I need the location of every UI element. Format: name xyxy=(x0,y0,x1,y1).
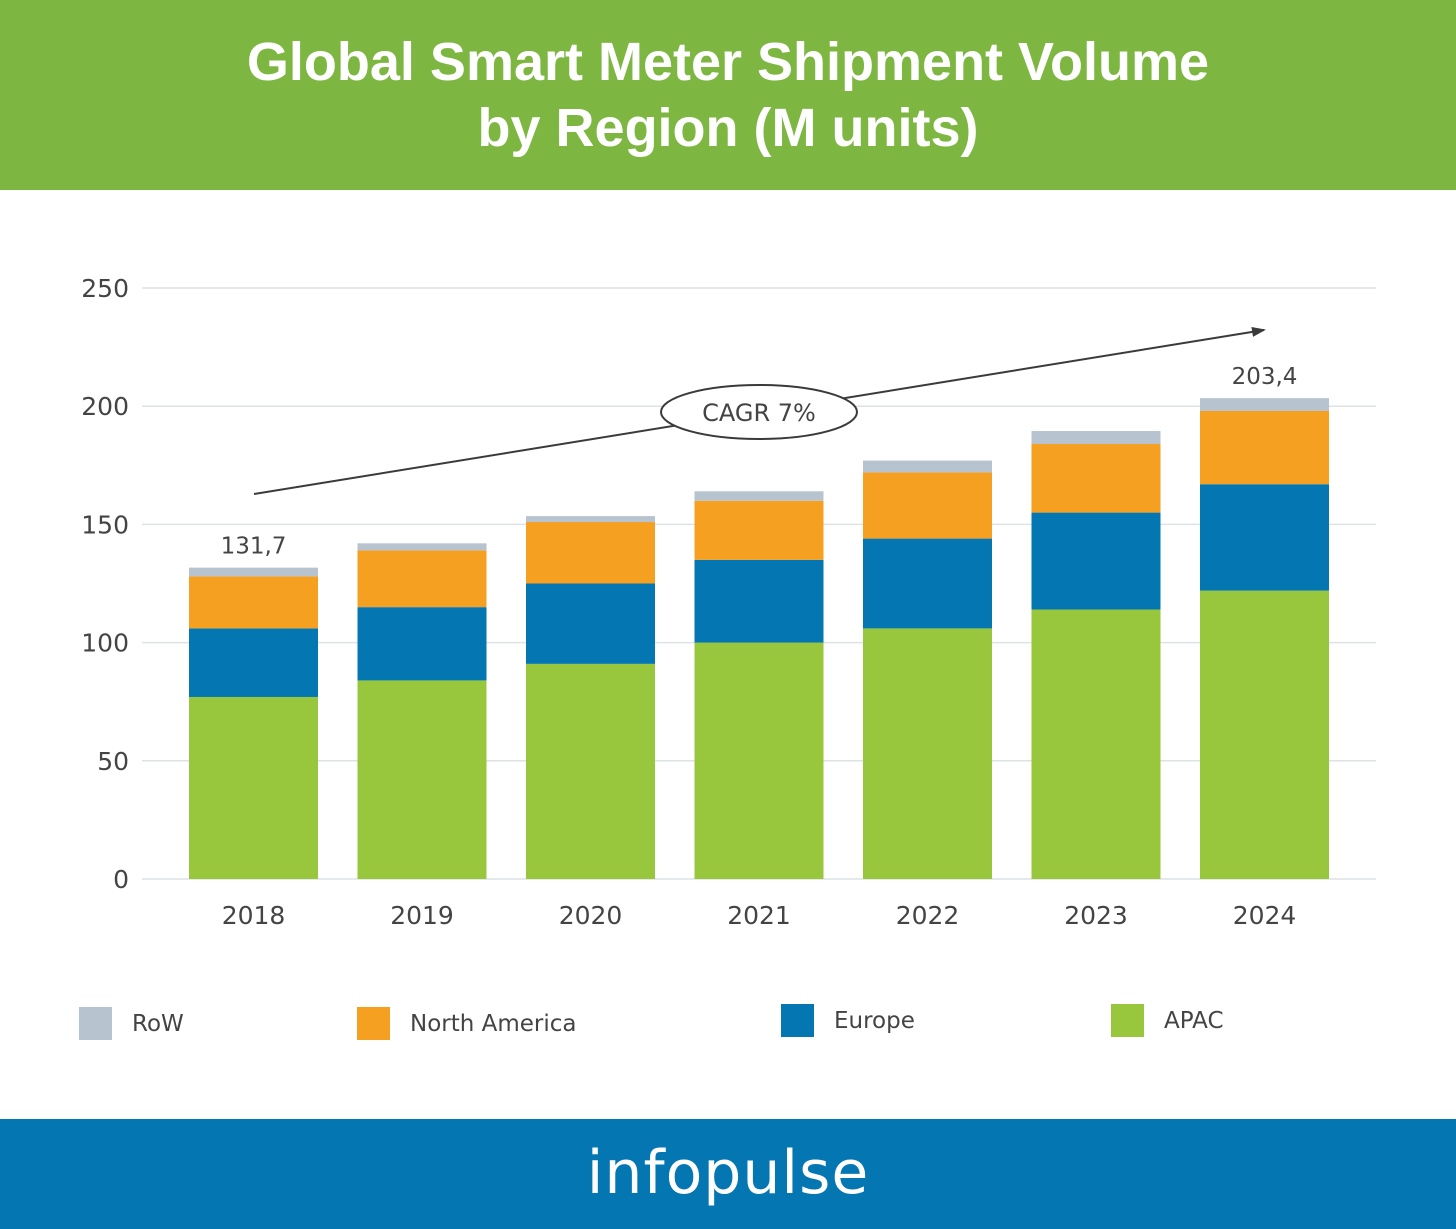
total-value-label: 131,7 xyxy=(221,534,287,560)
chart-title-line-2: by Region (M units) xyxy=(477,98,979,158)
brand-logo-text: infopulse xyxy=(586,1138,870,1208)
legend-swatch-north-america xyxy=(357,1007,390,1040)
title-banner: Global Smart Meter Shipment Volume by Re… xyxy=(0,0,1456,190)
chart-legend: RoW North America Europe APAC xyxy=(0,990,1456,1070)
bar-row-2024 xyxy=(1200,398,1329,411)
legend-swatch-apac xyxy=(1111,1004,1144,1037)
x-tick-label: 2019 xyxy=(390,901,454,930)
cagr-annotation-label: CAGR 7% xyxy=(702,399,816,427)
bar-row-2023 xyxy=(1031,431,1161,445)
legend-swatch-europe xyxy=(781,1004,814,1037)
bar-europe-2022 xyxy=(863,538,992,629)
y-tick-label: 0 xyxy=(113,865,129,894)
bar-apac-2023 xyxy=(1031,609,1161,879)
y-tick-label: 200 xyxy=(81,392,129,421)
legend-swatch-row xyxy=(79,1007,112,1040)
bar-europe-2020 xyxy=(526,583,655,664)
bar-north-america-2023 xyxy=(1031,444,1161,513)
bar-apac-2020 xyxy=(526,663,655,879)
legend-item-north-america: North America xyxy=(357,1007,577,1040)
x-tick-label: 2023 xyxy=(1064,901,1128,930)
footer-banner: infopulse xyxy=(0,1119,1456,1229)
bar-europe-2024 xyxy=(1200,484,1329,591)
bar-row-2021 xyxy=(694,491,824,501)
y-tick-label: 150 xyxy=(81,510,129,539)
y-tick-label: 250 xyxy=(81,274,129,303)
bar-north-america-2021 xyxy=(694,500,824,560)
chart-plot: 0 50 100 150 200 250 2018 131,7 2019 2020 2021 202… xyxy=(81,274,1376,930)
legend-label-north-america: North America xyxy=(410,1010,577,1037)
y-tick-label: 50 xyxy=(97,747,129,776)
x-tick-label: 2021 xyxy=(727,901,791,930)
x-tick-label: 2022 xyxy=(896,901,960,930)
legend-label-row: RoW xyxy=(132,1010,184,1037)
legend-item-europe: Europe xyxy=(781,1004,915,1037)
bar-apac-2022 xyxy=(863,628,992,879)
bar-row-2019 xyxy=(357,543,487,551)
chart-title-line-1: Global Smart Meter Shipment Volume xyxy=(246,32,1210,92)
bar-apac-2019 xyxy=(357,680,487,879)
bar-row-2022 xyxy=(863,460,992,473)
bar-north-america-2024 xyxy=(1200,410,1329,485)
bar-apac-2024 xyxy=(1200,590,1329,879)
y-tick-label: 100 xyxy=(81,629,129,658)
bar-row-2020 xyxy=(526,516,655,523)
total-value-label: 203,4 xyxy=(1232,364,1298,390)
bar-apac-2018 xyxy=(189,696,318,879)
bar-north-america-2019 xyxy=(357,550,487,608)
x-tick-label: 2020 xyxy=(559,901,623,930)
legend-label-europe: Europe xyxy=(834,1007,915,1034)
bar-north-america-2018 xyxy=(189,576,318,629)
bar-europe-2023 xyxy=(1031,512,1161,610)
legend-item-apac: APAC xyxy=(1111,1004,1224,1037)
bar-apac-2021 xyxy=(694,642,824,879)
x-tick-label: 2018 xyxy=(222,901,286,930)
x-tick-label: 2024 xyxy=(1233,901,1297,930)
bar-north-america-2022 xyxy=(863,472,992,539)
legend-label-apac: APAC xyxy=(1164,1007,1224,1034)
bar-north-america-2020 xyxy=(526,522,655,584)
bar-europe-2018 xyxy=(189,628,318,697)
cagr-annotation-ellipse xyxy=(660,384,858,440)
bar-europe-2021 xyxy=(694,559,824,643)
bar-europe-2019 xyxy=(357,607,487,681)
legend-item-row: RoW xyxy=(79,1007,184,1040)
bar-row-2018 xyxy=(189,567,318,577)
